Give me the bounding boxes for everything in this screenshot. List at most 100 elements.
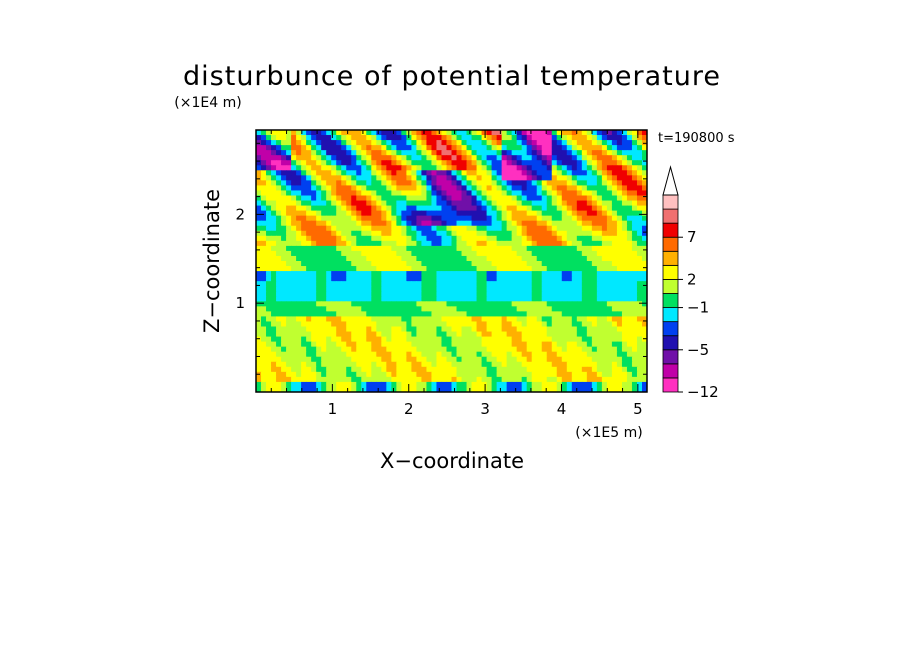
field-cell: [461, 316, 468, 323]
field-cell: [376, 165, 382, 171]
field-cell: [406, 175, 412, 181]
field-cell: [321, 336, 327, 343]
field-cell: [441, 200, 448, 207]
field-cell: [506, 326, 513, 333]
field-cell: [381, 150, 387, 156]
field-cell: [601, 321, 608, 328]
field-cell: [381, 160, 387, 166]
field-cell: [526, 175, 533, 181]
field-cell: [391, 240, 397, 247]
field-cell: [291, 371, 297, 378]
field-cell: [396, 261, 402, 267]
field-cell: [476, 331, 483, 338]
field-cell: [636, 341, 643, 348]
field-cell: [551, 306, 558, 312]
field-cell: [481, 135, 488, 141]
field-cell: [481, 321, 488, 328]
field-cell: [611, 341, 618, 348]
field-cell: [301, 276, 307, 282]
field-cell: [516, 155, 523, 161]
field-cell: [541, 145, 548, 151]
field-cell: [446, 170, 453, 176]
field-cell: [261, 316, 267, 323]
field-cell: [526, 195, 533, 202]
field-cell: [391, 316, 397, 323]
field-cell: [556, 296, 563, 302]
field-cell: [501, 210, 508, 217]
field-cell: [276, 130, 282, 136]
field-cell: [261, 160, 267, 166]
field-cell: [541, 150, 548, 156]
field-cell: [596, 140, 603, 146]
field-cell: [461, 306, 468, 312]
field-cell: [556, 341, 563, 348]
field-cell: [306, 371, 312, 378]
field-cell: [476, 276, 483, 282]
field-cell: [341, 145, 347, 151]
field-cell: [376, 341, 382, 348]
field-cell: [296, 150, 302, 156]
field-cell: [266, 195, 272, 202]
field-cell: [641, 271, 647, 277]
field-cell: [506, 356, 513, 363]
field-cell: [631, 291, 638, 297]
field-cell: [441, 250, 448, 257]
field-cell: [256, 255, 262, 262]
field-cell: [631, 281, 638, 287]
field-cell: [621, 266, 628, 272]
field-cell: [636, 381, 643, 388]
field-cell: [281, 215, 287, 222]
field-cell: [541, 230, 548, 237]
field-cell: [391, 205, 397, 212]
field-cell: [271, 276, 277, 282]
field-cell: [331, 250, 337, 257]
field-cell: [271, 165, 277, 171]
field-cell: [551, 155, 558, 161]
field-cell: [566, 230, 573, 237]
field-cell: [326, 185, 332, 192]
field-cell: [486, 170, 493, 176]
field-cell: [616, 215, 623, 222]
field-cell: [406, 271, 412, 277]
field-cell: [341, 376, 347, 383]
field-cell: [411, 140, 418, 146]
field-cell: [321, 356, 327, 363]
field-cell: [431, 240, 438, 247]
field-cell: [626, 331, 633, 338]
plot-frame: [255, 129, 648, 393]
field-cell: [521, 326, 528, 333]
field-cell: [301, 130, 307, 136]
field-cell: [431, 130, 438, 136]
field-cell: [331, 326, 337, 333]
field-cell: [391, 245, 397, 252]
field-cell: [396, 215, 402, 222]
field-cell: [391, 326, 397, 333]
field-cell: [476, 225, 483, 232]
field-cell: [406, 276, 412, 282]
field-cell: [536, 140, 543, 146]
field-cell: [281, 261, 287, 267]
field-cell: [511, 160, 518, 166]
field-cell: [316, 130, 322, 136]
field-cell: [556, 245, 563, 252]
field-cell: [381, 200, 387, 207]
field-cell: [486, 185, 493, 192]
field-cell: [471, 180, 478, 187]
field-cell: [286, 220, 292, 227]
field-cell: [291, 351, 297, 358]
field-cell: [276, 261, 282, 267]
field-cell: [476, 266, 483, 272]
field-cell: [256, 215, 262, 222]
field-cell: [256, 150, 262, 156]
field-cell: [381, 240, 387, 247]
field-cell: [541, 175, 548, 181]
field-cell: [581, 230, 588, 237]
field-cell: [336, 230, 342, 237]
field-cell: [501, 220, 508, 227]
field-cell: [391, 306, 397, 312]
field-cell: [466, 175, 473, 181]
field-cell: [541, 250, 548, 257]
field-cell: [466, 271, 473, 277]
field-cell: [441, 155, 448, 161]
field-cell: [511, 150, 518, 156]
